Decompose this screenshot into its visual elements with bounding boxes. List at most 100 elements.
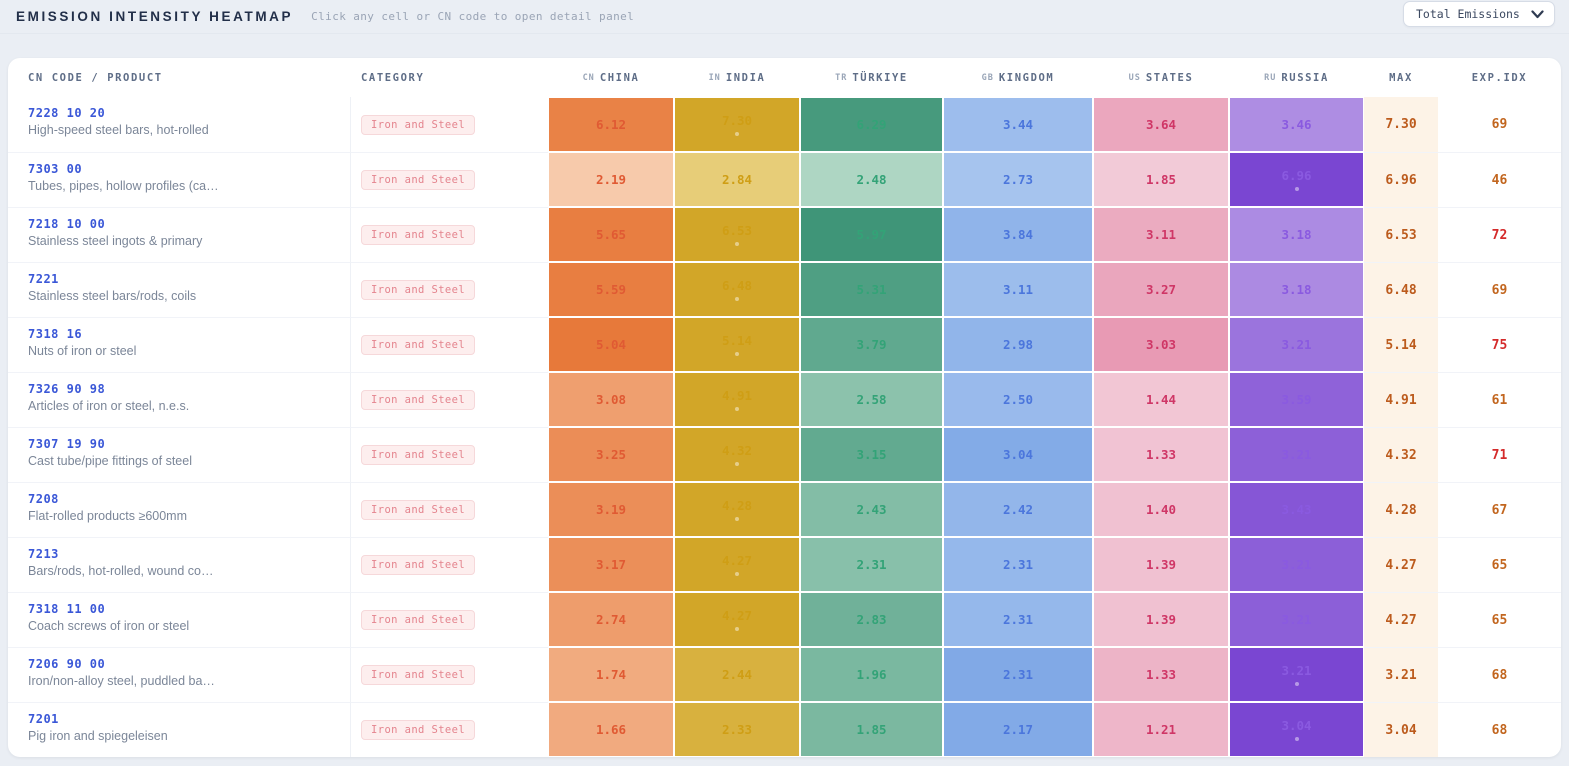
heatmap-cell-india[interactable]: 2.44 — [674, 647, 800, 702]
exposure-index-cell: 68 — [1438, 647, 1561, 702]
heatmap-cell-states[interactable]: 1.40 — [1093, 482, 1229, 537]
heatmap-cell-china[interactable]: 3.25 — [548, 427, 674, 482]
heatmap-cell-turkiye[interactable]: 5.31 — [800, 262, 943, 317]
heatmap-cell-turkiye[interactable]: 2.58 — [800, 372, 943, 427]
heatmap-cell-russia[interactable]: 3.46 — [1229, 97, 1364, 152]
heatmap-cell-states[interactable]: 1.21 — [1093, 702, 1229, 757]
heatmap-cell-states[interactable]: 1.33 — [1093, 427, 1229, 482]
heatmap-cell-turkiye[interactable]: 1.96 — [800, 647, 943, 702]
heatmap-cell-india[interactable]: 2.33 — [674, 702, 800, 757]
heatmap-cell-states[interactable]: 3.27 — [1093, 262, 1229, 317]
heatmap-cell-kingdom[interactable]: 2.31 — [943, 592, 1093, 647]
heatmap-cell-turkiye[interactable]: 2.48 — [800, 152, 943, 207]
heatmap-cell-russia[interactable]: 3.21 — [1229, 317, 1364, 372]
cn-code-link[interactable]: 7326 90 98 — [28, 382, 106, 396]
heatmap-cell-russia[interactable]: 6.96 — [1229, 152, 1364, 207]
cn-code-link[interactable]: 7228 10 20 — [28, 106, 106, 120]
heatmap-cell-turkiye[interactable]: 2.43 — [800, 482, 943, 537]
cn-code-link[interactable]: 7307 19 90 — [28, 437, 106, 451]
cn-code-link[interactable]: 7206 90 00 — [28, 657, 106, 671]
heatmap-cell-value: 3.59 — [1281, 392, 1312, 407]
column-header-max: MAX — [1389, 71, 1413, 84]
heatmap-cell-china[interactable]: 6.12 — [548, 97, 674, 152]
heatmap-cell-kingdom[interactable]: 3.11 — [943, 262, 1093, 317]
heatmap-cell-russia[interactable]: 3.18 — [1229, 207, 1364, 262]
heatmap-cell-china[interactable]: 1.74 — [548, 647, 674, 702]
heatmap-cell-states[interactable]: 1.44 — [1093, 372, 1229, 427]
heatmap-cell-kingdom[interactable]: 2.31 — [943, 647, 1093, 702]
cn-code-link[interactable]: 7221 — [28, 272, 59, 286]
cn-code-link[interactable]: 7208 — [28, 492, 59, 506]
heatmap-cell-india[interactable]: 4.27 — [674, 592, 800, 647]
heatmap-cell-value: 2.43 — [856, 502, 887, 517]
heatmap-cell-kingdom[interactable]: 2.31 — [943, 537, 1093, 592]
heatmap-cell-china[interactable]: 5.59 — [548, 262, 674, 317]
table-row: 7318 16 Nuts of iron or steel Iron and Ste… — [8, 317, 1561, 372]
heatmap-cell-china[interactable]: 5.04 — [548, 317, 674, 372]
heatmap-cell-states[interactable]: 3.03 — [1093, 317, 1229, 372]
heatmap-cell-india[interactable]: 4.28 — [674, 482, 800, 537]
heatmap-cell-turkiye[interactable]: 2.83 — [800, 592, 943, 647]
heatmap-cell-china[interactable]: 5.65 — [548, 207, 674, 262]
table-row: 7206 90 00 Iron/non-alloy steel, puddled … — [8, 647, 1561, 702]
page-title: EMISSION INTENSITY HEATMAP — [16, 9, 294, 24]
heatmap-cell-kingdom[interactable]: 2.98 — [943, 317, 1093, 372]
heatmap-cell-china[interactable]: 3.17 — [548, 537, 674, 592]
heatmap-cell-india[interactable]: 4.91 — [674, 372, 800, 427]
heatmap-cell-russia[interactable]: 3.21 — [1229, 647, 1364, 702]
heatmap-cell-kingdom[interactable]: 2.50 — [943, 372, 1093, 427]
heatmap-cell-turkiye[interactable]: 5.97 — [800, 207, 943, 262]
heatmap-cell-russia[interactable]: 3.21 — [1229, 592, 1364, 647]
heatmap-cell-turkiye[interactable]: 2.31 — [800, 537, 943, 592]
heatmap-cell-india[interactable]: 4.32 — [674, 427, 800, 482]
emissions-filter-dropdown[interactable]: Total Emissions — [1403, 1, 1555, 27]
heatmap-cell-india[interactable]: 7.30 — [674, 97, 800, 152]
heatmap-cell-states[interactable]: 1.33 — [1093, 647, 1229, 702]
heatmap-cell-russia[interactable]: 3.43 — [1229, 482, 1364, 537]
heatmap-cell-states[interactable]: 1.39 — [1093, 592, 1229, 647]
heatmap-cell-russia[interactable]: 3.21 — [1229, 537, 1364, 592]
heatmap-cell-kingdom[interactable]: 2.17 — [943, 702, 1093, 757]
heatmap-cell-states[interactable]: 3.11 — [1093, 207, 1229, 262]
heatmap-cell-russia[interactable]: 3.59 — [1229, 372, 1364, 427]
heatmap-cell-states[interactable]: 1.85 — [1093, 152, 1229, 207]
heatmap-cell-russia[interactable]: 3.18 — [1229, 262, 1364, 317]
heatmap-cell-china[interactable]: 2.74 — [548, 592, 674, 647]
heatmap-cell-russia[interactable]: 3.04 — [1229, 702, 1364, 757]
heatmap-cell-kingdom[interactable]: 3.84 — [943, 207, 1093, 262]
heatmap-cell-russia[interactable]: 3.21 — [1229, 427, 1364, 482]
exposure-index-cell: 67 — [1438, 482, 1561, 537]
heatmap-cell-value: 6.48 — [721, 278, 753, 293]
max-value-cell: 6.96 — [1364, 152, 1438, 207]
heatmap-cell-kingdom[interactable]: 3.04 — [943, 427, 1093, 482]
heatmap-cell-kingdom[interactable]: 2.42 — [943, 482, 1093, 537]
heatmap-cell-turkiye[interactable]: 3.79 — [800, 317, 943, 372]
heatmap-cell-india[interactable]: 6.53 — [674, 207, 800, 262]
cn-code-link[interactable]: 7213 — [28, 547, 59, 561]
cn-code-link[interactable]: 7201 — [28, 712, 59, 726]
heatmap-cell-india[interactable]: 2.84 — [674, 152, 800, 207]
heatmap-cell-china[interactable]: 1.66 — [548, 702, 674, 757]
row-max-indicator-dot — [735, 407, 739, 411]
heatmap-cell-india[interactable]: 5.14 — [674, 317, 800, 372]
heatmap-cell-india[interactable]: 4.27 — [674, 537, 800, 592]
heatmap-cell-china[interactable]: 3.19 — [548, 482, 674, 537]
heatmap-cell-states[interactable]: 3.64 — [1093, 97, 1229, 152]
product-name: High-speed steel bars, hot-rolled — [28, 123, 209, 137]
heatmap-cell-kingdom[interactable]: 2.73 — [943, 152, 1093, 207]
cn-code-link[interactable]: 7318 16 — [28, 327, 83, 341]
heatmap-cell-india[interactable]: 6.48 — [674, 262, 800, 317]
max-value-cell: 6.53 — [1364, 207, 1438, 262]
cn-code-link[interactable]: 7303 00 — [28, 162, 83, 176]
heatmap-cell-turkiye[interactable]: 1.85 — [800, 702, 943, 757]
cn-code-link[interactable]: 7218 10 00 — [28, 217, 106, 231]
heatmap-cell-value: 5.31 — [856, 282, 887, 297]
heatmap-cell-china[interactable]: 3.08 — [548, 372, 674, 427]
heatmap-cell-kingdom[interactable]: 3.44 — [943, 97, 1093, 152]
heatmap-cell-turkiye[interactable]: 6.29 — [800, 97, 943, 152]
heatmap-cell-states[interactable]: 1.39 — [1093, 537, 1229, 592]
heatmap-cell-china[interactable]: 2.19 — [548, 152, 674, 207]
heatmap-cell-turkiye[interactable]: 3.15 — [800, 427, 943, 482]
cn-code-link[interactable]: 7318 11 00 — [28, 602, 106, 616]
category-badge: Iron and Steel — [361, 665, 476, 685]
